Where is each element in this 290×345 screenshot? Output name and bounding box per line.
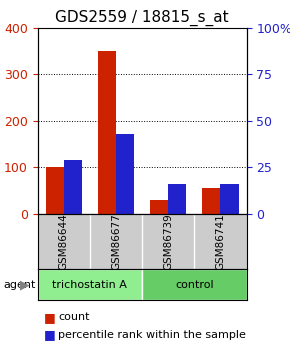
- Bar: [116, 134, 134, 214]
- Text: ■: ■: [44, 328, 55, 341]
- Bar: [46, 167, 64, 214]
- Text: GSM86644: GSM86644: [59, 213, 69, 270]
- FancyBboxPatch shape: [142, 269, 246, 300]
- Bar: [64, 160, 82, 214]
- Text: GSM86741: GSM86741: [215, 213, 225, 270]
- Text: count: count: [58, 313, 90, 322]
- Bar: [150, 200, 168, 214]
- Bar: [98, 51, 116, 214]
- Text: ■: ■: [44, 311, 55, 324]
- Text: control: control: [175, 280, 214, 289]
- Title: GDS2559 / 18815_s_at: GDS2559 / 18815_s_at: [55, 10, 229, 26]
- Bar: [168, 184, 186, 214]
- Text: GSM86739: GSM86739: [163, 213, 173, 270]
- Text: percentile rank within the sample: percentile rank within the sample: [58, 330, 246, 339]
- Bar: [202, 188, 220, 214]
- FancyBboxPatch shape: [38, 269, 142, 300]
- Text: trichostatin A: trichostatin A: [52, 280, 127, 289]
- Text: GSM86677: GSM86677: [111, 213, 121, 270]
- Text: agent: agent: [3, 280, 35, 289]
- Text: ▶: ▶: [20, 278, 30, 291]
- Bar: [220, 184, 239, 214]
